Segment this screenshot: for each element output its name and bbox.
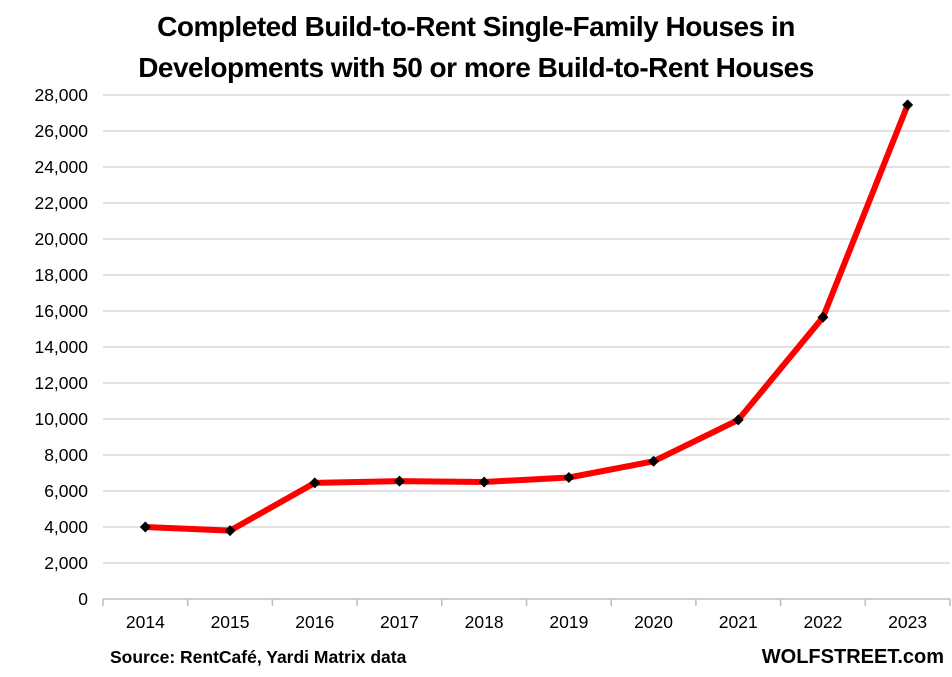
y-axis-tick-label: 2,000 xyxy=(44,553,88,573)
data-point-marker xyxy=(478,476,490,488)
y-axis-tick-label: 28,000 xyxy=(34,85,88,105)
x-axis-tick-label: 2020 xyxy=(634,612,673,632)
y-axis-tick-label: 6,000 xyxy=(44,481,88,501)
data-point-marker xyxy=(309,477,321,489)
data-point-marker xyxy=(902,99,914,111)
x-axis-tick-label: 2014 xyxy=(126,612,165,632)
data-point-marker xyxy=(563,472,575,483)
y-axis-tick-label: 24,000 xyxy=(34,157,88,177)
x-axis-tick-label: 2023 xyxy=(888,612,927,632)
data-point-marker xyxy=(139,521,151,533)
data-line xyxy=(142,101,911,534)
y-axis-tick-label: 4,000 xyxy=(44,517,88,537)
chart-footer: Source: RentCafé, Yardi Matrix data WOLF… xyxy=(0,646,952,669)
y-axis-tick-label: 26,000 xyxy=(34,121,88,141)
chart-title-line-2: Developments with 50 or more Build-to-Re… xyxy=(138,52,814,83)
x-axis-tick-label: 2016 xyxy=(295,612,334,632)
y-axis-tick-label: 18,000 xyxy=(34,265,88,285)
y-axis-tick-label: 12,000 xyxy=(34,373,88,393)
y-axis-tick-label: 20,000 xyxy=(34,229,88,249)
data-point-marker xyxy=(817,311,829,323)
data-point-marker xyxy=(648,455,660,467)
x-axis-tick-label: 2022 xyxy=(803,612,842,632)
chart-title-line-1: Completed Build-to-Rent Single-Family Ho… xyxy=(157,11,795,42)
y-axis-tick-label: 22,000 xyxy=(34,193,88,213)
brand-wolfstreet: WOLFSTREET.com xyxy=(761,646,944,668)
y-axis-tick-label: 0 xyxy=(78,589,88,609)
x-axis-tick-label: 2018 xyxy=(465,612,504,632)
y-axis-tick-label: 10,000 xyxy=(34,409,88,429)
y-axis-tick-label: 14,000 xyxy=(34,337,88,357)
data-point-marker xyxy=(732,414,744,426)
x-axis-tick-label: 2015 xyxy=(211,612,250,632)
y-axis-tick-label: 8,000 xyxy=(44,445,88,465)
x-axis-tick-label: 2019 xyxy=(549,612,588,632)
x-axis-tick-label: 2017 xyxy=(380,612,419,632)
x-axis-tick-label: 2021 xyxy=(719,612,758,632)
y-axis-tick-label: 16,000 xyxy=(34,301,88,321)
data-point-marker xyxy=(393,475,405,487)
source-note: Source: RentCafé, Yardi Matrix data xyxy=(110,647,407,667)
data-point-marker xyxy=(224,525,236,537)
chart-title: Completed Build-to-Rent Single-Family Ho… xyxy=(0,6,952,88)
